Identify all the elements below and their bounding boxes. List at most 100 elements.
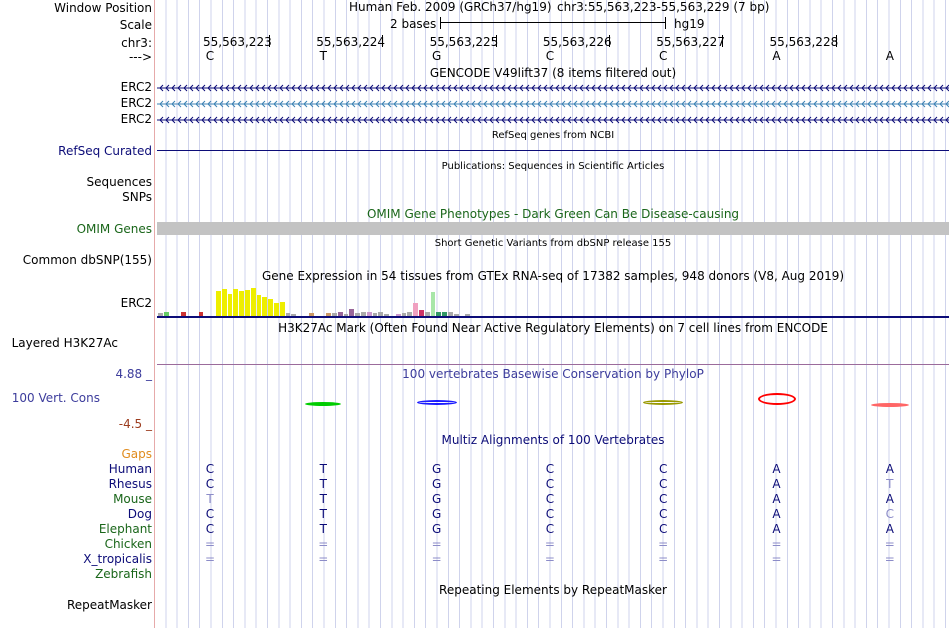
gtex-tissue-bar[interactable] — [378, 312, 384, 316]
dbsnp-track-title[interactable]: Short Genetic Variants from dbSNP releas… — [434, 238, 672, 249]
gtex-tissue-bar[interactable] — [442, 311, 447, 316]
gencode-transcript[interactable] — [157, 115, 949, 125]
gtex-tissue-bar[interactable] — [384, 313, 389, 316]
gtex-tissue-bar[interactable] — [448, 312, 453, 316]
gtex-track-title[interactable]: Gene Expression in 54 tissues from GTEx … — [261, 269, 845, 283]
gencode-item-label[interactable]: ERC2 — [120, 112, 152, 126]
species-label[interactable]: Human — [108, 462, 152, 476]
ruler-position-label: 55,563,227 — [656, 35, 725, 49]
gencode-item-label[interactable]: ERC2 — [120, 96, 152, 110]
gtex-tissue-bar[interactable] — [250, 288, 256, 316]
gencode-track-title[interactable]: GENCODE V49lift37 (8 items filtered out) — [429, 66, 677, 80]
gtex-tissue-bar[interactable] — [245, 289, 250, 316]
gtex-tissue-bar[interactable] — [361, 312, 366, 316]
gtex-tissue-bar[interactable] — [158, 313, 163, 316]
gtex-tissue-bar[interactable] — [198, 312, 204, 316]
h3k27ac-label[interactable]: Layered H3K27Ac — [11, 336, 118, 350]
gtex-tissue-bar[interactable] — [413, 303, 418, 316]
dbsnp-label[interactable]: Common dbSNP(155) — [22, 253, 152, 267]
gtex-expression-chart[interactable] — [157, 284, 949, 316]
publications-track-title[interactable]: Publications: Sequences in Scientific Ar… — [441, 161, 665, 172]
scale-value: 2 bases — [390, 17, 437, 31]
gtex-tissue-bar[interactable] — [407, 312, 413, 316]
gtex-tissue-bar[interactable] — [291, 313, 297, 316]
gtex-tissue-bar[interactable] — [279, 301, 285, 316]
species-label[interactable]: Zebrafish — [95, 567, 152, 581]
gtex-tissue-bar[interactable] — [239, 290, 244, 316]
gtex-tissue-bar[interactable] — [216, 290, 221, 316]
gtex-tissue-bar[interactable] — [419, 310, 424, 316]
gtex-tissue-bar[interactable] — [221, 289, 227, 316]
species-label[interactable]: Chicken — [104, 537, 152, 551]
gtex-tissue-bar[interactable] — [465, 313, 471, 316]
gtex-tissue-bar[interactable] — [181, 312, 186, 316]
omim-phenotype-bar[interactable] — [157, 222, 949, 235]
gtex-tissue-bar[interactable] — [395, 313, 401, 316]
gtex-tissue-bar[interactable] — [326, 313, 331, 316]
gtex-tissue-bar[interactable] — [227, 294, 233, 316]
gtex-tissue-bar[interactable] — [436, 312, 442, 316]
omim-label[interactable]: OMIM Genes — [76, 222, 152, 236]
position-readout[interactable]: chr3:55,563,223-55,563,229 (7 bp) — [557, 0, 770, 14]
multiz-track-title[interactable]: Multiz Alignments of 100 Vertebrates — [441, 433, 665, 447]
gtex-tissue-bar[interactable] — [233, 289, 239, 316]
conservation-label[interactable]: 100 Vert. Cons — [11, 391, 100, 405]
h3k27ac-track-title[interactable]: H3K27Ac Mark (Often Found Near Active Re… — [278, 321, 828, 335]
conservation-logo-mark[interactable] — [643, 400, 684, 405]
species-label[interactable]: X_tropicalis — [83, 552, 152, 566]
gtex-tissue-bar[interactable] — [332, 313, 337, 316]
gencode-item-label[interactable]: ERC2 — [120, 80, 152, 94]
gtex-tissue-bar[interactable] — [424, 311, 430, 316]
gtex-tissue-bar[interactable] — [349, 309, 355, 316]
gtex-tissue-bar[interactable] — [163, 312, 169, 316]
gtex-tissue-bar[interactable] — [308, 313, 314, 316]
gencode-transcript[interactable] — [157, 99, 949, 109]
conservation-logo-mark[interactable] — [757, 393, 796, 405]
refseq-gene-line[interactable] — [157, 150, 949, 151]
gtex-tissue-bar[interactable] — [355, 313, 360, 316]
aligned-base: A — [885, 522, 894, 536]
species-label[interactable]: Rhesus — [108, 477, 152, 491]
gtex-tissue-bar[interactable] — [256, 295, 262, 316]
gtex-tissue-bar[interactable] — [343, 313, 349, 316]
conservation-logo-mark[interactable] — [870, 403, 909, 407]
omim-track-title[interactable]: OMIM Gene Phenotypes - Dark Green Can Be… — [366, 207, 740, 221]
gtex-tissue-bar[interactable] — [372, 313, 378, 316]
gtex-tissue-bar[interactable] — [401, 313, 407, 316]
gtex-tissue-bar[interactable] — [285, 313, 291, 316]
gtex-tissue-bar[interactable] — [366, 311, 372, 316]
conservation-logo-mark[interactable] — [416, 400, 457, 405]
gtex-tissue-bar[interactable] — [430, 292, 436, 316]
gencode-transcript[interactable] — [157, 83, 949, 93]
conservation-logo-mark[interactable] — [305, 402, 342, 406]
repeatmasker-label[interactable]: RepeatMasker — [66, 598, 152, 612]
conservation-logo[interactable] — [0, 392, 950, 412]
species-label[interactable]: Dog — [127, 507, 152, 521]
h3k27ac-baseline — [157, 364, 949, 365]
gtex-tissue-bar[interactable] — [274, 302, 279, 316]
gtex-label[interactable]: ERC2 — [120, 296, 152, 310]
refseq-label[interactable]: RefSeq Curated — [58, 144, 152, 158]
aligned-base: = — [658, 552, 669, 566]
conservation-track-title[interactable]: 100 vertebrates Basewise Conservation by… — [402, 367, 704, 381]
publications-snps-label[interactable]: SNPs — [122, 190, 152, 204]
repeatmasker-track-title[interactable]: Repeating Elements by RepeatMasker — [439, 583, 667, 597]
aligned-base: C — [205, 477, 215, 491]
gtex-tissue-bar[interactable] — [262, 296, 268, 316]
assembly-title[interactable]: Human Feb. 2009 (GRCh37/hg19) — [349, 0, 552, 14]
species-label[interactable]: Elephant — [98, 522, 152, 536]
alignment-row[interactable]: = = = = = = = — [0, 537, 950, 551]
publications-sequences-label[interactable]: Sequences — [86, 175, 152, 189]
gtex-tissue-bar[interactable] — [337, 311, 343, 316]
alignment-row[interactable]: = = = = = = = — [0, 552, 950, 566]
alignment-row[interactable] — [0, 567, 950, 581]
gtex-tissue-bar[interactable] — [453, 313, 459, 316]
gtex-tissue-bar[interactable] — [268, 298, 273, 316]
refseq-track-title[interactable]: RefSeq genes from NCBI — [491, 130, 615, 141]
species-label[interactable]: Mouse — [113, 492, 152, 506]
